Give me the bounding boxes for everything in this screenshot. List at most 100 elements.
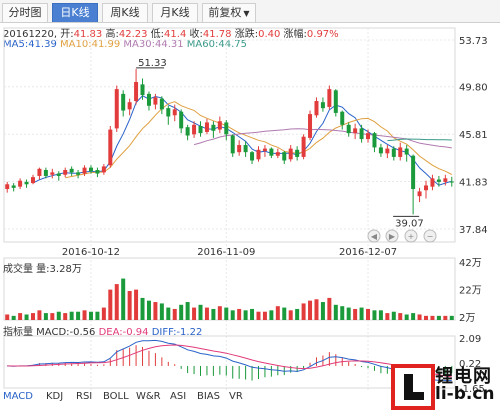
candle-body [359, 128, 364, 140]
volume-bar [185, 302, 190, 320]
candle-body [192, 124, 197, 135]
ma10-value: MA10:41.99 [60, 39, 121, 50]
volume-bar [308, 300, 313, 320]
volume-bar [262, 311, 267, 320]
volume-bar [404, 314, 409, 320]
scroll-left-icon[interactable] [367, 229, 381, 243]
zoom-in-icon[interactable] [404, 229, 418, 243]
volume-bar [140, 297, 145, 320]
candle-body [308, 114, 313, 138]
low-annotation: 39.07 [395, 218, 424, 229]
candle-body [275, 152, 280, 156]
volume-bar [359, 307, 364, 320]
scroll-right-icon[interactable] [385, 229, 399, 243]
candle-body [327, 89, 332, 107]
volume-bar [134, 289, 139, 320]
price-axis-label: 53.73 [459, 36, 488, 47]
indicator-tab-vr[interactable]: VR [229, 391, 243, 402]
volume-axis-label: 22万 [459, 286, 482, 297]
tab-weekly-k[interactable]: 周K线 [102, 3, 148, 22]
logo-text: 锂电网 [435, 366, 492, 387]
candle-body [127, 102, 132, 110]
volume-bar [320, 302, 325, 320]
scroll-left-icon-glyph: ◀ [371, 232, 378, 241]
candle-body [108, 129, 113, 166]
volume-bar [430, 315, 435, 320]
date-axis-label: 2016-12-07 [339, 247, 397, 258]
volume-bar [424, 315, 429, 320]
candle-body [430, 178, 435, 187]
candle-body [5, 184, 10, 190]
candle-body [333, 90, 338, 113]
ma30-value: MA30:44.31 [123, 39, 184, 50]
indicator-tab-wr[interactable]: W&R [136, 391, 161, 402]
volume-bar [385, 313, 390, 320]
macd-dea-value: DEA:-0.94 [99, 327, 152, 338]
macd-diff-value: DIFF:-1.22 [152, 327, 203, 338]
indicator-tab-kdj[interactable]: KDJ [46, 391, 64, 402]
candle-body [204, 122, 209, 132]
volume-bar [250, 308, 255, 320]
volume-bar [295, 308, 300, 320]
candle-body [417, 191, 422, 197]
indicator-tab-asi[interactable]: ASI [170, 391, 187, 402]
volume-bar [18, 313, 23, 320]
ma60-line [387, 138, 452, 142]
volume-label: 成交量 量:3.28万 [3, 262, 82, 275]
candle-body [391, 148, 396, 157]
ma30-line [193, 128, 452, 149]
volume-bar [172, 308, 177, 320]
chevron-down-icon: ▼ [243, 9, 250, 18]
volume-bar [69, 311, 74, 320]
candle-body [353, 128, 358, 134]
info-pct: 0.97% [306, 29, 339, 40]
volume-bar [24, 314, 29, 320]
ma60-value: MA60:44.75 [186, 39, 247, 50]
indicator-tab-boll[interactable]: BOLL [103, 391, 129, 402]
tab-adjustment[interactable]: 前复权 ▼ [202, 3, 256, 22]
volume-bar [372, 310, 377, 320]
candle-body [172, 109, 177, 116]
info-change: 0.40 [258, 29, 281, 40]
macd-dea-line [7, 344, 452, 378]
candle-body [288, 148, 293, 160]
price-panel-frame [3, 27, 456, 243]
candle-body [95, 170, 100, 174]
macd-diff-line [7, 339, 452, 382]
volume-bar [159, 303, 164, 320]
ma10-line [65, 101, 453, 179]
indicator-tab-macd[interactable]: MACD [3, 391, 33, 402]
candle-body [250, 152, 255, 161]
candle-body [114, 89, 119, 129]
volume-bar [198, 304, 203, 320]
tab-monthly-k[interactable]: 月K线 [152, 3, 198, 22]
volume-bar [50, 313, 55, 320]
scroll-right-icon-glyph: ▶ [389, 232, 396, 241]
volume-bar [88, 311, 93, 320]
price-axis-label: 41.83 [459, 178, 488, 189]
candle-body [230, 135, 235, 154]
high-annotation: 51.33 [138, 58, 167, 69]
volume-bar [153, 302, 158, 320]
zoom-in-icon-glyph: + [408, 232, 415, 241]
volume-bar [179, 304, 184, 320]
candle-body [134, 81, 139, 102]
candle-body [82, 167, 87, 174]
volume-bar [121, 278, 126, 320]
volume-axis-label: 2万 [459, 313, 475, 324]
volume-bar [243, 310, 248, 320]
logo-url: li-b.cn [435, 384, 495, 404]
indicator-tab-bias[interactable]: BIAS [197, 391, 220, 402]
tab-daily-k[interactable]: 日K线 [52, 3, 98, 22]
candle-body [101, 166, 106, 173]
candle-body [166, 108, 171, 117]
volume-bar [108, 289, 113, 320]
zoom-out-icon[interactable] [423, 229, 437, 243]
volume-bar [192, 307, 197, 320]
date-axis-label: 2016-10-12 [62, 247, 120, 258]
candle-body [11, 185, 16, 188]
indicator-tab-rsi[interactable]: RSI [76, 391, 93, 402]
tab-minute[interactable]: 分时图 [2, 3, 48, 22]
info-low: 41.4 [164, 29, 187, 40]
